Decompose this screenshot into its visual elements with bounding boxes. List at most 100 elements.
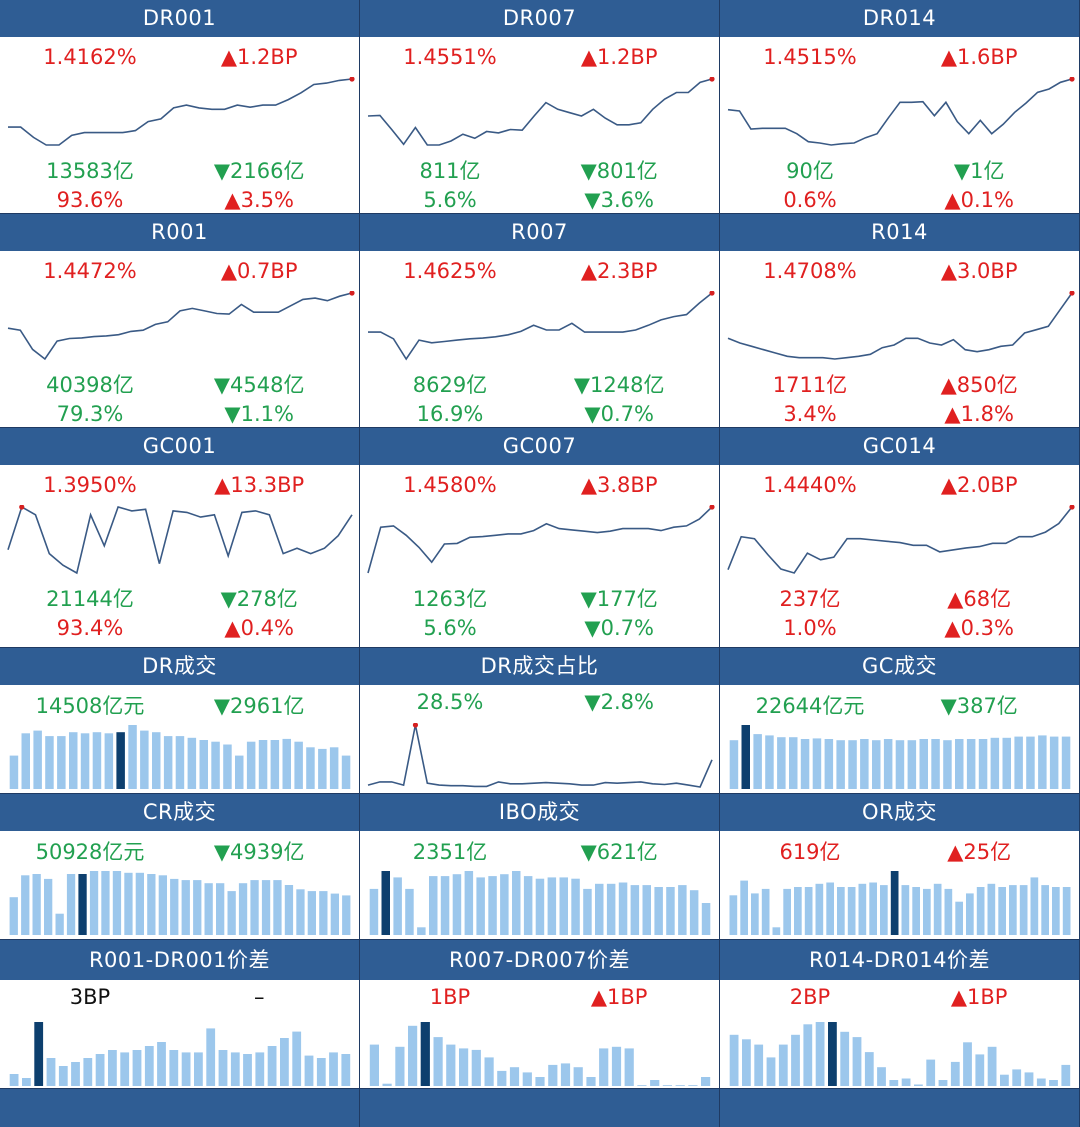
bar <box>417 927 426 935</box>
bar <box>998 887 1006 935</box>
bar-highlight <box>890 871 899 935</box>
metric-change: ▲25亿 <box>947 840 1012 864</box>
metric-change: ▲1BP <box>590 985 648 1009</box>
rate-change: ▲1.6BP <box>940 45 1018 69</box>
rate-change: ▲3.8BP <box>580 473 658 497</box>
bar <box>270 740 280 789</box>
bar <box>583 888 592 935</box>
bar <box>211 741 220 789</box>
bar <box>740 880 748 935</box>
volume-change: ▲68亿 <box>947 587 1012 611</box>
panel-title: GC014 <box>720 428 1079 465</box>
bar <box>966 893 974 935</box>
share-value: 93.6% <box>56 188 124 212</box>
panel-3: DR014 1.4515% ▲1.6BP 90亿 ▼1亿 0.6% ▲0.1% <box>720 0 1080 214</box>
bar <box>235 755 244 789</box>
bar <box>124 872 133 935</box>
bar-highlight <box>381 871 390 935</box>
bar <box>169 1050 179 1086</box>
bar <box>147 874 156 935</box>
bar <box>218 1050 228 1086</box>
share-change: ▼1.1% <box>224 402 294 426</box>
rate-value: 1.4551% <box>403 45 497 69</box>
bar <box>815 1022 825 1086</box>
panel-title: R001 <box>0 214 359 251</box>
bar <box>800 739 810 789</box>
bar <box>21 875 30 935</box>
bar <box>701 903 711 935</box>
metric-value: 28.5% <box>416 690 484 714</box>
panel-4: R001 1.4472% ▲0.7BP 40398亿 ▼4548亿 79.3% ▼1.1% <box>0 214 360 428</box>
panel-13: CR成交 50928亿元 ▼4939亿 <box>0 794 360 940</box>
chart-dr <box>367 723 713 788</box>
metric-value: 50928亿元 <box>35 840 145 864</box>
bar <box>267 1046 277 1086</box>
bar <box>523 876 533 935</box>
metric-change: ▼2961亿 <box>213 694 305 718</box>
bar <box>1036 1078 1046 1086</box>
rate-value: 1.4708% <box>763 259 857 283</box>
chart-r007-dr007 <box>369 1022 711 1086</box>
bar <box>978 739 988 789</box>
bar <box>1002 737 1011 789</box>
bar <box>729 1034 739 1086</box>
panel-title: OR成交 <box>720 794 1079 831</box>
bar <box>963 1042 972 1086</box>
footer-cell <box>0 1089 360 1127</box>
bar <box>304 1055 314 1086</box>
bar <box>1000 1074 1009 1086</box>
bar <box>611 1046 622 1086</box>
bar <box>847 887 856 935</box>
bar <box>32 874 41 935</box>
panel-11: DR成交占比 28.5% ▼2.8% <box>360 648 720 794</box>
bar <box>803 1024 813 1086</box>
bar <box>883 739 893 789</box>
bar-highlight <box>78 874 87 935</box>
bar <box>319 891 328 935</box>
bar <box>488 876 497 935</box>
bar <box>405 888 414 935</box>
chart-ibo <box>369 871 711 935</box>
bar <box>860 739 869 789</box>
rate-change: ▲0.7BP <box>220 259 298 283</box>
bar <box>599 1048 609 1086</box>
volume-value: 1711亿 <box>772 373 848 397</box>
bar <box>429 876 438 935</box>
rate-change: ▲13.3BP <box>214 473 305 497</box>
bar <box>140 730 149 789</box>
bar <box>9 755 19 789</box>
chart-or <box>729 871 1071 935</box>
volume-change: ▼4548亿 <box>213 373 305 397</box>
bar <box>1009 885 1017 935</box>
bar <box>227 891 236 935</box>
panel-title: GC007 <box>360 428 719 465</box>
panel-title: GC成交 <box>720 648 1079 685</box>
bar <box>45 736 54 789</box>
bar <box>950 1061 960 1086</box>
bar <box>9 1074 19 1086</box>
bar <box>943 740 952 789</box>
bar <box>742 1039 751 1086</box>
volume-change: ▼2166亿 <box>213 159 305 183</box>
metric-value: 14508亿元 <box>35 694 145 718</box>
bar <box>880 885 888 935</box>
bar <box>44 878 53 935</box>
series-line <box>8 78 353 146</box>
share-value: 93.4% <box>56 616 124 640</box>
rate-value: 1.4580% <box>403 473 497 497</box>
footer-cell <box>720 1089 1080 1127</box>
bar <box>500 874 509 935</box>
footer-bar <box>0 1089 1080 1127</box>
bar <box>223 744 232 789</box>
bar <box>618 882 628 935</box>
chart-gc <box>729 725 1071 789</box>
share-value: 16.9% <box>416 402 484 426</box>
bar <box>559 877 568 935</box>
bar <box>22 1078 31 1086</box>
share-change: ▲1.8% <box>944 402 1014 426</box>
panel-title: R014 <box>720 214 1079 251</box>
bar <box>571 878 580 935</box>
bar <box>783 888 791 935</box>
bar <box>895 740 905 789</box>
rate-value: 1.4515% <box>763 45 857 69</box>
